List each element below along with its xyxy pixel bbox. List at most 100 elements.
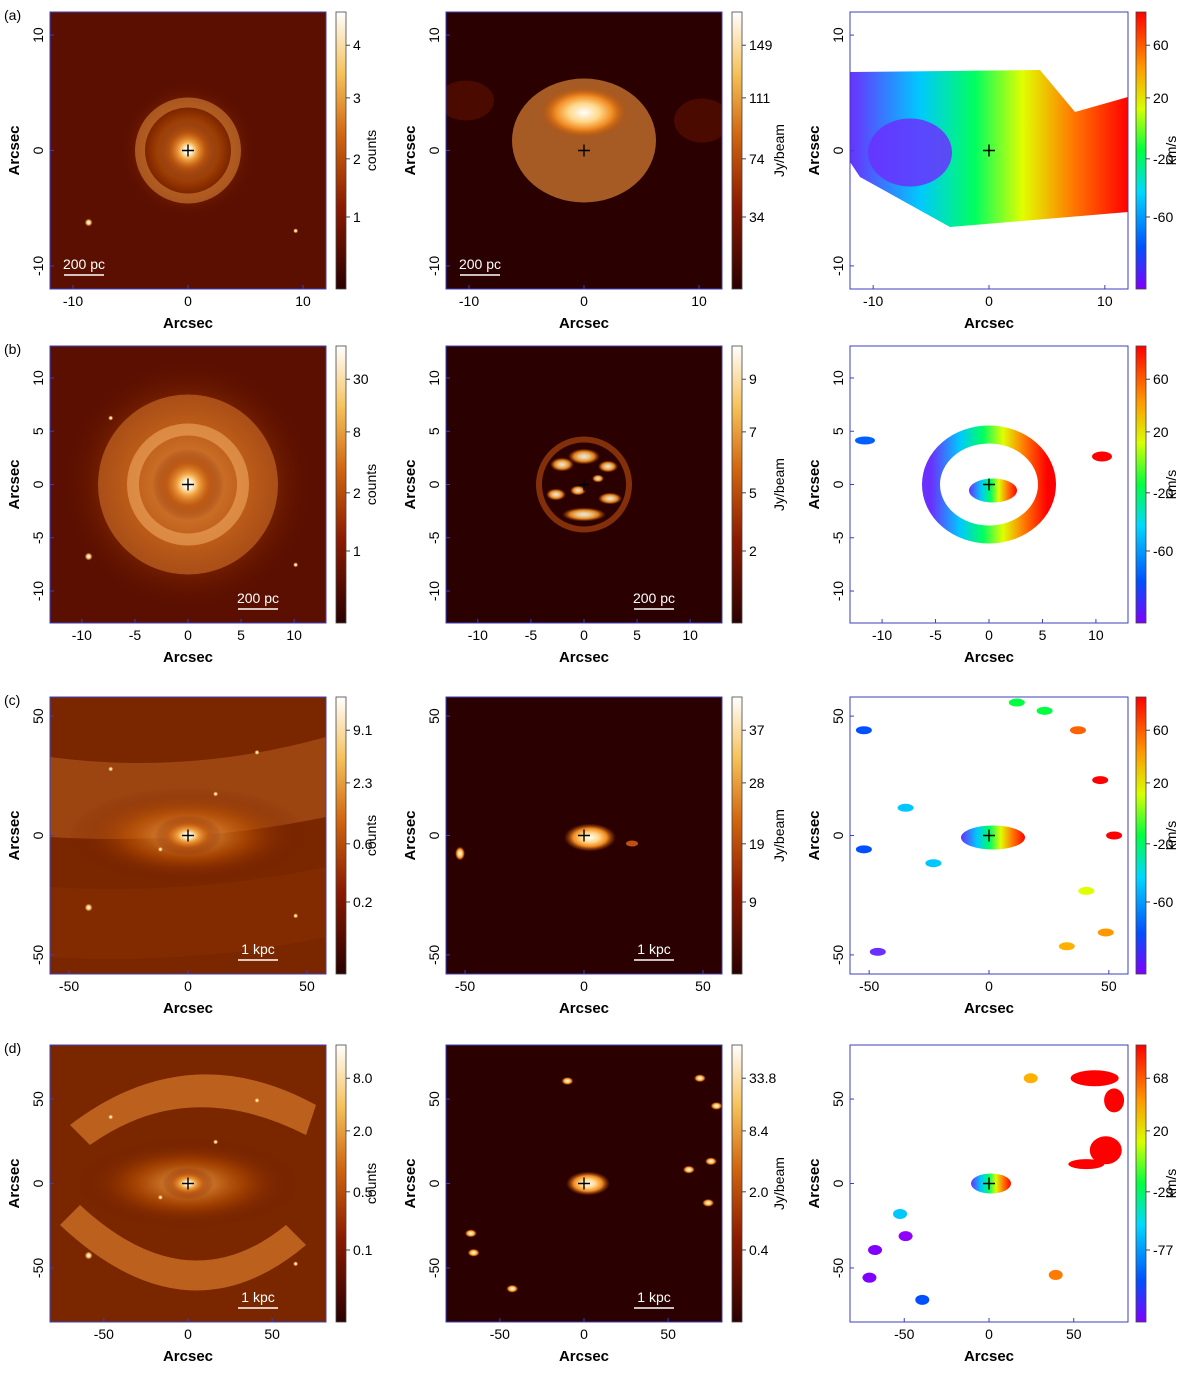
- colorbar: 4 3 2 1 counts: [335, 11, 379, 290]
- velocity-blob: [855, 845, 872, 854]
- x-tick-label: 0: [184, 293, 192, 309]
- y-axis-label: Arcsec: [402, 125, 419, 175]
- field-star: [157, 846, 163, 852]
- colorbar-tick-label: 2: [749, 543, 757, 559]
- colorbar-label: Jy/beam: [771, 124, 787, 177]
- scale-bar-label: 1 kpc: [241, 1289, 274, 1305]
- field-star: [213, 1139, 219, 1145]
- panel-optical: -10 -10 -5 -5 0 0 5 5 10 10 Arcsec Arcsec 200 pc 30 8 2…: [6, 345, 379, 666]
- x-tick-label: -50: [94, 1326, 114, 1342]
- velocity-blob: [1089, 1136, 1122, 1165]
- velocity-field: [961, 825, 1025, 850]
- velocity-blob: [1068, 1159, 1105, 1170]
- colorbar-tick-label: 68: [1153, 1070, 1169, 1086]
- colorbar-label: counts: [363, 1163, 379, 1204]
- colorbar-tick-label: 37: [749, 722, 765, 738]
- y-tick-label: -5: [830, 531, 846, 544]
- y-tick-label: -5: [426, 531, 442, 544]
- colorbar-tick-label: -20: [1153, 836, 1173, 852]
- nucleus-marker: [578, 478, 590, 491]
- nucleus-marker: [983, 478, 995, 491]
- field-star: [108, 1114, 114, 1120]
- y-tick-label: 10: [830, 27, 846, 43]
- x-axis-label: Arcsec: [964, 1348, 1014, 1365]
- x-tick-label: 5: [237, 627, 245, 643]
- colorbar-tick-label: 60: [1153, 371, 1169, 387]
- panel-co: -10 -10 0 0 10 10 Arcsec Arcsec 200 pc 149 111 74 34…: [402, 11, 787, 332]
- x-tick-label: 0: [580, 978, 588, 994]
- x-tick-label: 50: [695, 978, 711, 994]
- colorbar-tick-label: 8.0: [353, 1070, 373, 1086]
- row-label: (d): [4, 1040, 21, 1056]
- x-axis-label: Arcsec: [163, 649, 213, 666]
- x-tick-label: 50: [264, 1326, 280, 1342]
- x-tick-label: -10: [872, 627, 892, 643]
- x-tick-label: 0: [184, 978, 192, 994]
- colorbar-tick-label: 0.2: [353, 894, 373, 910]
- y-tick-label: 0: [830, 480, 846, 488]
- x-axis-label: Arcsec: [163, 1348, 213, 1365]
- velocity-blob: [915, 1294, 930, 1305]
- nucleus-marker: [182, 478, 194, 491]
- y-tick-label: 0: [830, 1179, 846, 1187]
- colorbar-tick-label: 3: [353, 90, 361, 106]
- y-axis-label: Arcsec: [806, 125, 823, 175]
- colorbar: 149 111 74 34 Jy/beam: [731, 11, 787, 290]
- colorbar-tick-label: 7: [749, 424, 757, 440]
- x-axis-label: Arcsec: [964, 1000, 1014, 1017]
- x-tick-label: -50: [59, 978, 79, 994]
- colorbar-label: Jy/beam: [771, 458, 787, 511]
- y-axis-label: Arcsec: [402, 459, 419, 509]
- y-axis-label: Arcsec: [402, 1158, 419, 1208]
- x-tick-label: 50: [660, 1326, 676, 1342]
- y-axis-label: Arcsec: [6, 1158, 23, 1208]
- velocity-blob: [925, 859, 942, 868]
- y-tick-label: 5: [30, 427, 46, 435]
- velocity-blob: [1023, 1073, 1038, 1084]
- colorbar-tick-label: 149: [749, 37, 773, 53]
- colorbar-label: Jy/beam: [771, 1157, 787, 1210]
- panel-co: -50 -50 0 0 50 50 Arcsec Arcsec 1 kpc 37 28 19 9 Jy/b…: [402, 696, 787, 1017]
- y-tick-label: 0: [830, 146, 846, 154]
- x-tick-label: 10: [1097, 293, 1113, 309]
- x-tick-label: -5: [129, 627, 142, 643]
- colorbar-tick-label: 2.3: [353, 775, 373, 791]
- x-tick-label: 50: [1101, 978, 1117, 994]
- field-star: [293, 913, 299, 919]
- y-tick-label: 50: [830, 1091, 846, 1107]
- colorbar-tick-label: 5: [749, 485, 757, 501]
- x-axis-label: Arcsec: [163, 315, 213, 332]
- colorbar: 33.8 8.4 2.0 0.4 Jy/beam: [731, 1044, 787, 1323]
- row-label: (b): [4, 341, 21, 357]
- y-tick-label: 10: [30, 370, 46, 386]
- y-tick-label: -10: [830, 256, 846, 276]
- x-tick-label: 10: [295, 293, 311, 309]
- velocity-blob: [869, 947, 886, 956]
- x-tick-label: 10: [691, 293, 707, 309]
- x-tick-label: -10: [468, 627, 488, 643]
- colorbar: 9 7 5 2 Jy/beam: [731, 345, 787, 624]
- velocity-blob: [1058, 942, 1075, 951]
- y-tick-label: 50: [30, 1091, 46, 1107]
- nucleus-marker: [578, 1177, 590, 1190]
- y-tick-label: 5: [830, 427, 846, 435]
- field-star: [157, 1194, 163, 1200]
- colorbar-tick-label: 0.1: [353, 1242, 373, 1258]
- scale-bar-label: 200 pc: [63, 256, 105, 272]
- colorbar-tick-label: -60: [1153, 543, 1173, 559]
- velocity-blob: [862, 1272, 877, 1283]
- colorbar-tick-label: 1: [353, 209, 361, 225]
- colorbar-tick-label: 9: [749, 371, 757, 387]
- y-tick-label: -50: [830, 945, 846, 965]
- x-tick-label: -50: [455, 978, 475, 994]
- scale-bar-label: 200 pc: [459, 256, 501, 272]
- x-tick-label: 0: [985, 627, 993, 643]
- x-tick-label: 0: [184, 627, 192, 643]
- x-tick-label: -50: [490, 1326, 510, 1342]
- field-star: [254, 1097, 260, 1103]
- colorbar-tick-label: 8: [353, 424, 361, 440]
- x-tick-label: 5: [1039, 627, 1047, 643]
- colorbar-tick-label: 111: [749, 90, 770, 106]
- y-axis-label: Arcsec: [806, 1158, 823, 1208]
